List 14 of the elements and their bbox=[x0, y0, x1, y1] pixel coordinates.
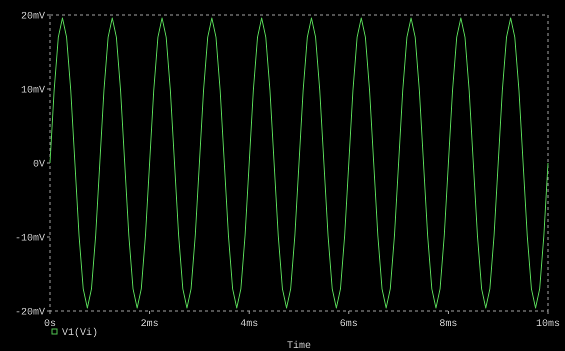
y-tick-label: -20mV bbox=[14, 308, 45, 318]
x-tick-label: 4ms bbox=[240, 319, 258, 330]
x-tick-label: 10ms bbox=[536, 319, 560, 330]
x-tick-label: 0s bbox=[44, 319, 56, 330]
x-tick-label: 2ms bbox=[140, 319, 159, 330]
y-tick-label: 10mV bbox=[20, 86, 45, 96]
x-axis-title: Time bbox=[286, 340, 312, 351]
x-tick-label: 6ms bbox=[340, 319, 358, 330]
legend-label: V1(Vi) bbox=[62, 327, 98, 339]
y-tick-label: -10mV bbox=[14, 234, 45, 244]
y-tick-label: 0V bbox=[32, 160, 45, 170]
line-series bbox=[50, 17, 548, 309]
x-tick-label: 8ms bbox=[439, 319, 458, 330]
y-tick-label: 20mV bbox=[20, 12, 45, 22]
